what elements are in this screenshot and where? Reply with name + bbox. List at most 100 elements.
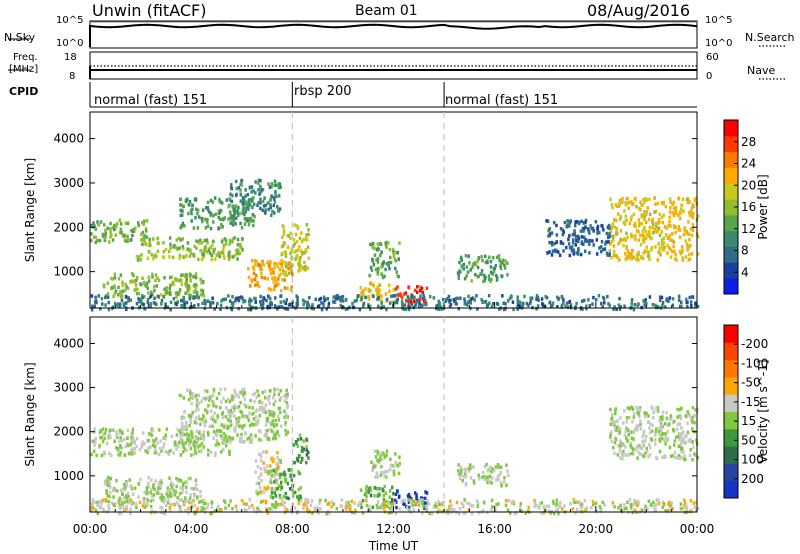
scatter-cell <box>296 456 299 461</box>
scatter-cell <box>119 436 122 440</box>
scatter-cell <box>190 402 194 406</box>
scatter-cell <box>525 301 529 306</box>
scatter-cell <box>137 221 140 225</box>
scatter-cell <box>284 432 288 437</box>
scatter-cell <box>375 248 379 252</box>
scatter-cell <box>279 304 282 309</box>
scatter-cell <box>660 244 664 248</box>
scatter-cell <box>649 422 653 426</box>
scatter-cell <box>275 194 278 199</box>
scatter-cell <box>481 258 484 263</box>
scatter-cell <box>420 498 423 502</box>
scatter-cell <box>366 295 369 300</box>
scatter-cell <box>251 423 255 427</box>
scatter-cell <box>287 496 290 501</box>
scatter-cell <box>658 433 661 437</box>
scatter-cell <box>621 443 624 448</box>
scatter-cell <box>157 294 160 299</box>
scatter-cell <box>298 263 301 267</box>
scatter-cell <box>660 238 664 242</box>
scatter-cell <box>158 446 162 451</box>
scatter-cell <box>132 227 135 232</box>
scatter-cell <box>270 489 274 493</box>
scatter-cell <box>107 499 110 504</box>
scatter-cell <box>376 475 379 479</box>
scatter-cell <box>641 256 645 260</box>
scatter-cell <box>181 224 184 228</box>
scatter-cell <box>193 304 196 308</box>
scatter-cell <box>499 264 502 269</box>
scatter-cell <box>688 257 692 261</box>
scatter-cell <box>669 224 672 228</box>
scatter-cell <box>400 296 404 300</box>
scatter-cell <box>671 249 674 254</box>
scatter-cell <box>152 256 155 261</box>
scatter-cell <box>639 233 642 237</box>
scatter-cell <box>489 480 492 484</box>
scatter-cell <box>670 232 674 236</box>
scatter-cell <box>626 197 629 201</box>
scatter-cell <box>194 198 197 202</box>
colorbar-1-tick-label: 15 <box>741 414 756 428</box>
scatter-cell <box>675 427 679 432</box>
scatter-cell <box>677 197 681 201</box>
scatter-cell <box>107 436 110 440</box>
scatter-cell <box>563 220 567 225</box>
scatter-cell <box>247 436 251 440</box>
scatter-cell <box>224 242 228 246</box>
scatter-cell <box>623 409 626 413</box>
scatter-cell <box>388 506 392 511</box>
scatter-cell <box>619 229 623 233</box>
scatter-cell <box>441 297 445 302</box>
scatter-cell <box>689 243 692 248</box>
scatter-cell <box>283 278 286 282</box>
scatter-cell <box>132 437 135 441</box>
scatter-cell <box>233 404 237 408</box>
scatter-cell <box>217 504 220 509</box>
scatter-cell <box>644 220 648 225</box>
scatter-cell <box>677 228 680 232</box>
scatter-cell <box>669 247 672 251</box>
scatter-cell <box>132 501 135 505</box>
scatter-cell <box>126 498 129 502</box>
scatter-cell <box>642 432 645 436</box>
scatter-cell <box>547 509 551 513</box>
scatter-cell <box>118 439 121 444</box>
scatter-cell <box>280 498 284 502</box>
scatter-cell <box>283 415 286 419</box>
scatter-cell <box>285 495 288 500</box>
scatter-cell <box>168 249 171 254</box>
scatter-cell <box>656 409 660 413</box>
scatter-cell <box>114 225 118 229</box>
panel-0-ytick-label: 2000 <box>53 220 84 234</box>
scatter-cell <box>180 298 183 303</box>
scatter-cell <box>119 499 122 503</box>
scatter-cell <box>258 485 262 490</box>
scatter-cell <box>367 490 370 494</box>
scatter-cell <box>600 245 603 249</box>
scatter-cell <box>384 241 387 245</box>
scatter-cell <box>222 297 225 302</box>
scatter-cell <box>654 429 658 434</box>
scatter-cell <box>168 505 171 510</box>
scatter-cell <box>274 431 277 436</box>
scatter-cell <box>364 486 368 491</box>
scatter-cell <box>496 474 500 479</box>
colorbar-1-frame <box>723 324 739 499</box>
scatter-cell <box>360 505 363 510</box>
scatter-cell <box>326 502 330 506</box>
scatter-cell <box>683 226 687 230</box>
scatter-cell <box>661 432 665 436</box>
scatter-cell <box>668 215 671 219</box>
scatter-cell <box>117 511 121 516</box>
scatter-cell <box>209 226 213 231</box>
scatter-cell <box>312 307 315 311</box>
scatter-cell <box>130 436 133 440</box>
scatter-cell <box>630 436 634 440</box>
scatter-cell <box>424 490 427 494</box>
scatter-cell <box>146 439 149 443</box>
scatter-cell <box>386 469 389 474</box>
scatter-cell <box>215 432 218 437</box>
scatter-cell <box>241 414 245 418</box>
scatter-cell <box>463 299 467 304</box>
